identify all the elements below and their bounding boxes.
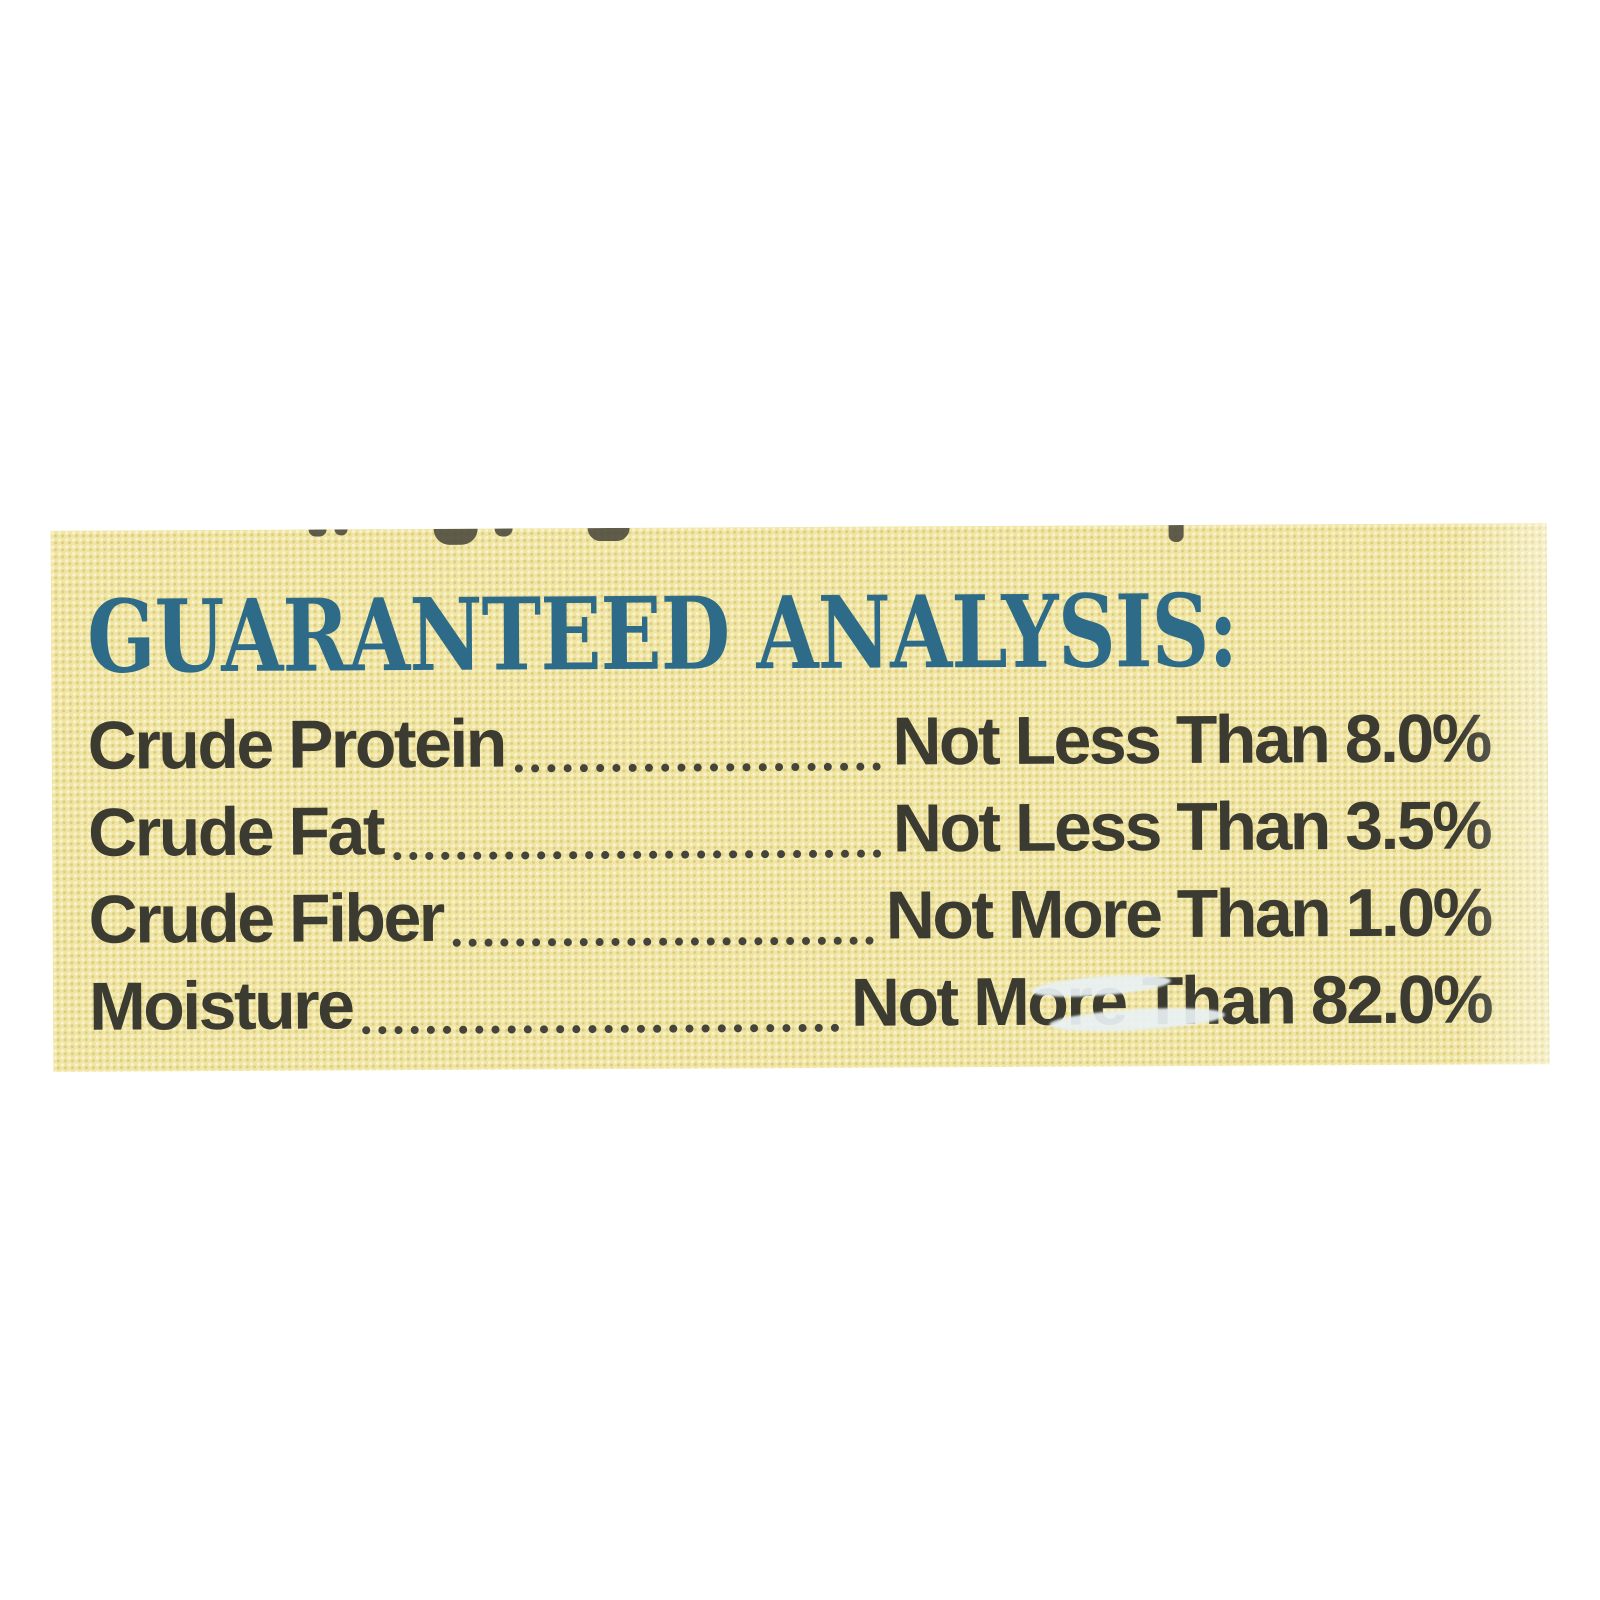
analysis-table: Crude Protein Not Less Than 8.0% Crude F… [87, 695, 1492, 1050]
nutrient-name: Crude Fiber [88, 879, 443, 958]
dotted-leader [393, 849, 881, 861]
nutrient-value: Not More Than 1.0% [885, 874, 1491, 954]
analysis-row-crude-fiber: Crude Fiber Not More Than 1.0% [88, 869, 1490, 963]
dotted-leader [452, 936, 874, 947]
nutrient-name: Moisture [88, 967, 353, 1045]
cropped-text-artifact [587, 527, 630, 542]
nutrient-value: Not More Than 82.0% [850, 961, 1492, 1041]
cropped-text-artifact [1168, 524, 1184, 543]
nutrient-name: Crude Protein [87, 705, 506, 784]
cropped-text-artifact [308, 529, 327, 537]
analysis-row-crude-protein: Crude Protein Not Less Than 8.0% [87, 695, 1490, 789]
cropped-text-artifact [494, 528, 513, 537]
section-heading: GUARANTEED ANALYSIS: [86, 571, 1490, 696]
analysis-row-moisture: Moisture Not More Than 82.0% [89, 956, 1491, 1050]
cropped-text-artifact [334, 529, 348, 536]
section-heading-text: GUARANTEED ANALYSIS: [86, 571, 1238, 696]
dotted-leader [362, 1023, 840, 1035]
guaranteed-analysis-label: GUARANTEED ANALYSIS: Crude Protein Not L… [50, 523, 1550, 1072]
nutrient-value: Not Less Than 8.0% [892, 700, 1490, 780]
analysis-row-crude-fat: Crude Fat Not Less Than 3.5% [88, 782, 1490, 876]
nutrient-name: Crude Fat [87, 793, 384, 871]
cropped-text-artifact [433, 528, 478, 545]
nutrient-value: Not Less Than 3.5% [892, 787, 1491, 867]
dotted-leader [514, 762, 881, 773]
